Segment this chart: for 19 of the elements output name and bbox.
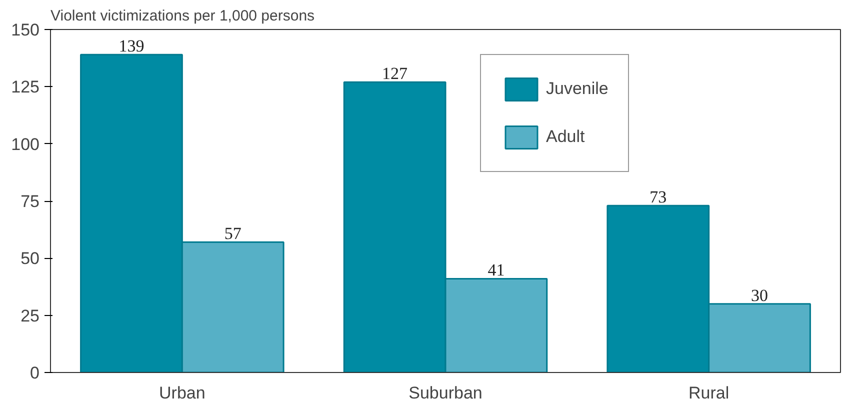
data-label: 41 — [488, 260, 505, 280]
y-tick-label: 50 — [20, 249, 40, 268]
data-label: 73 — [650, 188, 667, 207]
legend-label: Adult — [546, 127, 585, 147]
data-label: 30 — [751, 286, 768, 305]
x-tick-label: Urban — [159, 384, 206, 402]
y-axis-title: Violent victimizations per 1,000 persons — [50, 8, 315, 24]
y-tick-label: 75 — [20, 192, 40, 211]
y-tick-label: 100 — [11, 134, 40, 154]
y-tick-label: 0 — [30, 364, 40, 382]
y-tick-label: 125 — [11, 78, 40, 97]
x-tick-label: Rural — [688, 384, 730, 402]
data-label: 139 — [118, 36, 144, 56]
data-label: 127 — [382, 64, 408, 84]
y-tick-label: 150 — [11, 20, 40, 40]
x-tick-label: Suburban — [408, 384, 482, 402]
legend-label: Juvenile — [546, 79, 608, 99]
data-label: 57 — [224, 224, 242, 244]
y-tick-label: 25 — [20, 306, 40, 326]
